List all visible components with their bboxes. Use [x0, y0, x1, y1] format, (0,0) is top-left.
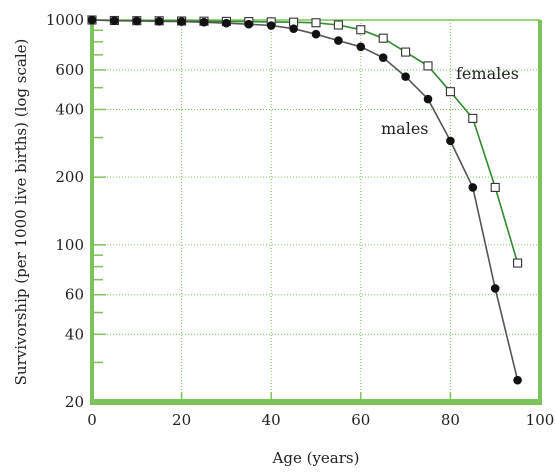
grid-lines: [92, 20, 540, 402]
y-tick-label: 200: [55, 168, 84, 186]
data-point-males: [513, 375, 522, 385]
series-label-females: females: [456, 64, 519, 83]
data-point-males: [154, 16, 164, 26]
data-point-males: [289, 24, 298, 33]
x-tick-label: 20: [172, 411, 191, 429]
y-axis-title: Survivorship (per 1000 live births) (log…: [12, 39, 30, 386]
data-point-males: [490, 284, 500, 293]
data-point-females: [468, 113, 478, 123]
y-tick-label: 1000: [46, 11, 84, 29]
data-point-females: [423, 61, 433, 71]
x-tick-label: 80: [441, 411, 460, 429]
series-label-males: males: [381, 119, 429, 138]
y-tick-label: 400: [55, 100, 84, 118]
series-layer: [87, 15, 523, 385]
data-point-males: [132, 16, 142, 26]
data-point-females: [513, 258, 523, 268]
y-tick-label: 60: [65, 286, 84, 304]
data-point-females: [311, 18, 321, 28]
data-point-females: [401, 47, 411, 57]
data-point-males: [244, 19, 254, 29]
data-point-males: [110, 16, 119, 25]
data-point-males: [266, 21, 276, 30]
y-tick-label: 20: [65, 393, 84, 411]
x-tick-label: 100: [526, 411, 555, 429]
data-point-males: [334, 36, 343, 45]
y-tick-label: 600: [55, 61, 84, 79]
x-tick-label: 0: [87, 411, 97, 429]
x-axis-title: Age (years): [272, 449, 360, 467]
data-point-males: [378, 53, 388, 62]
data-point-females: [356, 25, 366, 35]
data-point-males: [356, 42, 366, 52]
data-point-males: [87, 15, 97, 25]
plot-frame: [90, 19, 542, 405]
data-point-males: [311, 29, 321, 39]
data-point-males: [222, 18, 231, 28]
data-point-females: [378, 33, 388, 43]
data-point-males: [199, 17, 209, 27]
data-point-males: [423, 94, 433, 104]
data-point-females: [333, 20, 343, 30]
data-point-females: [445, 87, 455, 97]
series-line-males: [91, 19, 519, 381]
data-point-males: [177, 17, 186, 26]
y-tick-label: 40: [65, 325, 84, 343]
x-tick-label: 40: [262, 411, 281, 429]
data-point-males: [446, 136, 455, 146]
x-tick-label: 60: [351, 411, 370, 429]
data-point-females: [490, 182, 500, 192]
data-point-males: [468, 183, 478, 192]
data-point-males: [401, 72, 410, 81]
y-tick-label: 100: [55, 236, 84, 254]
